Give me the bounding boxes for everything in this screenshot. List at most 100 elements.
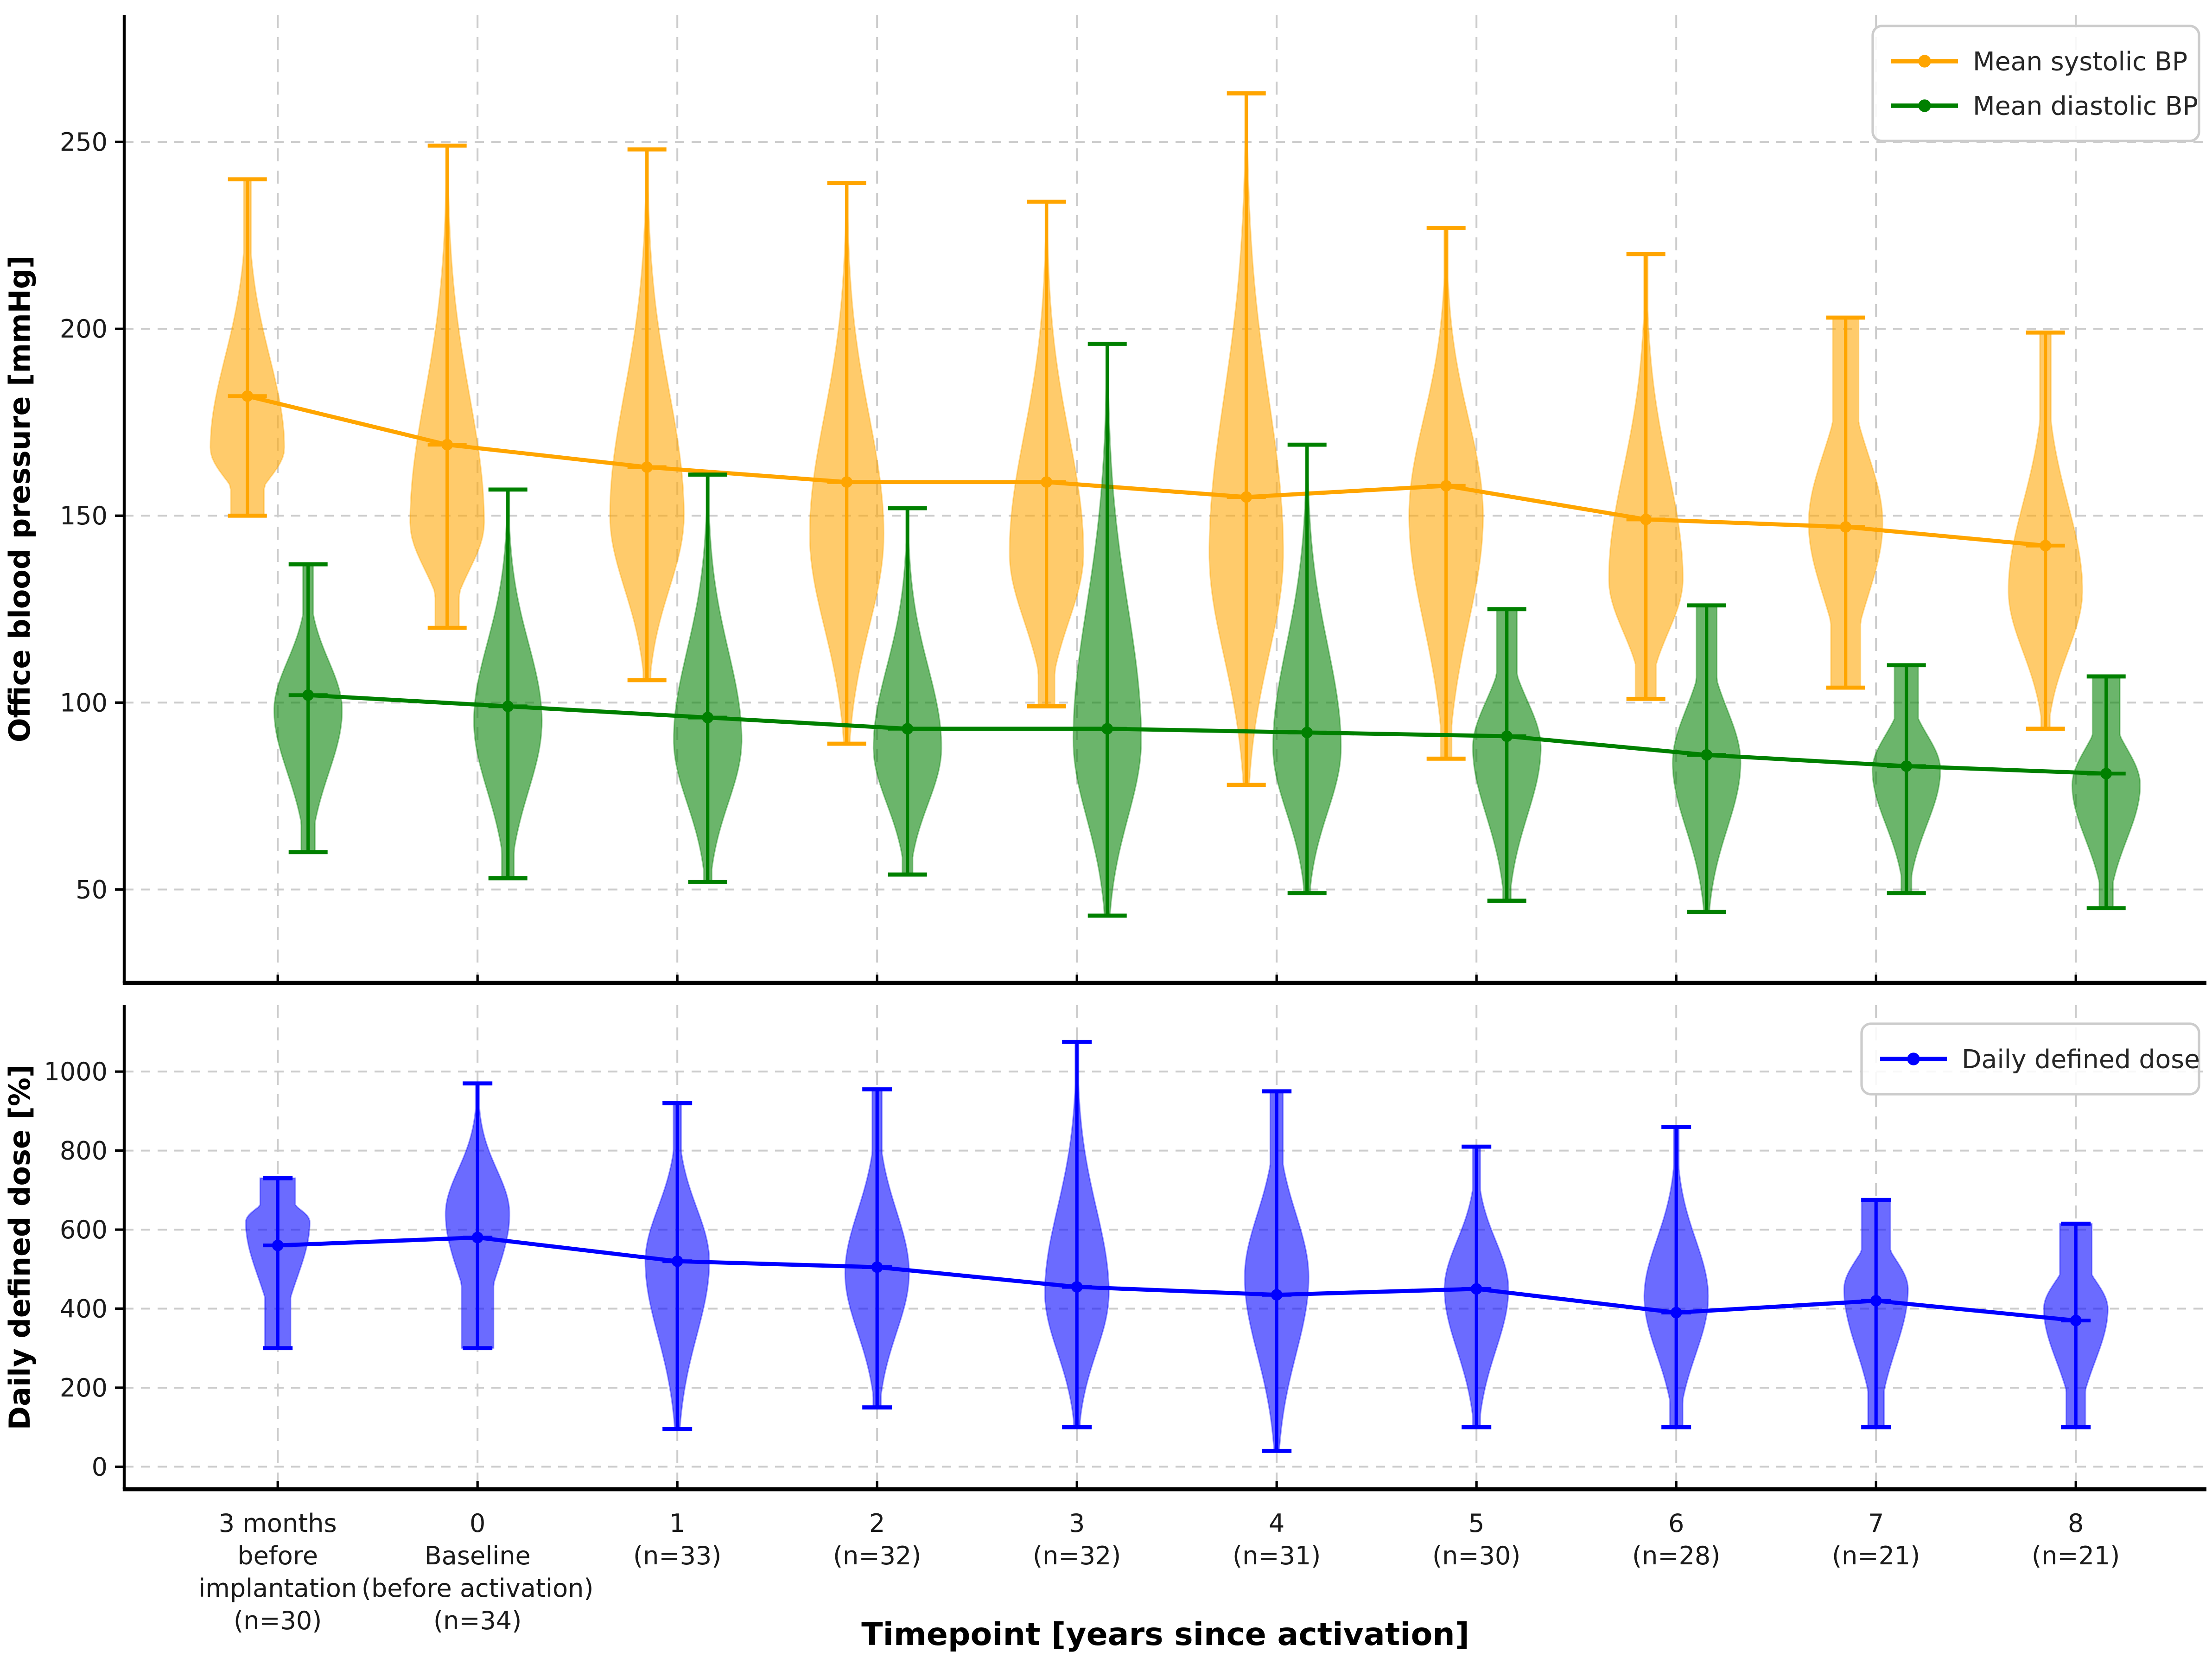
legend-sample-dot — [1907, 1052, 1920, 1065]
mean-dot — [441, 439, 453, 451]
x-axis-title: Timepoint [years since activation] — [861, 1616, 1469, 1653]
whisker — [888, 506, 927, 877]
mean-dot — [702, 712, 714, 724]
mean-dot — [2100, 768, 2112, 779]
mean-dot — [1640, 513, 1652, 525]
whisker — [688, 472, 727, 884]
mean-dot — [1271, 1289, 1283, 1301]
mean-dot — [1470, 1283, 1482, 1295]
legend-sample-dot — [1918, 99, 1931, 112]
bottom-spines — [122, 1005, 2206, 1492]
mean-dot — [871, 1261, 883, 1273]
mean-line — [245, 394, 2048, 548]
mean-dot — [1701, 749, 1713, 761]
y-tick-label: 400 — [60, 1294, 108, 1323]
whisker — [1087, 342, 1127, 918]
whisker — [827, 181, 866, 746]
whisker — [627, 147, 667, 682]
mean-dot — [2070, 1314, 2082, 1326]
mean-dot — [902, 723, 914, 735]
top-grid — [124, 15, 2206, 983]
x-tick-label: 1 (n=33) — [633, 1509, 721, 1570]
mean-dot — [272, 1239, 284, 1251]
y-tick-label: 1000 — [44, 1057, 108, 1086]
legend-label: Mean systolic BP — [1973, 47, 2187, 77]
mean-dot — [1901, 760, 1913, 772]
mean-dot — [471, 1231, 483, 1244]
whisker — [228, 177, 267, 518]
legend-box — [1871, 25, 2200, 142]
series-mean-systolic-bp — [210, 91, 2083, 787]
whisker — [2086, 674, 2126, 911]
x-tick-label: 0 Baseline (before activation) (n=34) — [362, 1509, 594, 1635]
x-tick-label: 5 (n=30) — [1432, 1509, 1520, 1570]
legend-label: Daily defined dose — [1962, 1045, 2200, 1074]
y-axis-title: Daily defined dose [%] — [3, 1065, 37, 1430]
y-tick-label: 50 — [76, 875, 108, 904]
mean-line — [306, 693, 2109, 776]
whisker — [1287, 442, 1327, 895]
whisker — [463, 1081, 493, 1351]
mean-dot — [1670, 1307, 1682, 1319]
mean-dot — [1440, 480, 1452, 492]
mean-dot — [1240, 491, 1252, 503]
legend-label: Mean diastolic BP — [1973, 91, 2198, 121]
mean-dot — [2040, 540, 2052, 552]
y-tick-label: 800 — [60, 1136, 108, 1166]
whisker — [1626, 252, 1665, 701]
y-tick-label: 200 — [60, 1373, 108, 1403]
top-panel: 50 100 150 200 250 Office blood pressure [mmH… — [3, 15, 2206, 985]
whisker — [488, 487, 528, 880]
y-tick-label: 0 — [92, 1452, 108, 1481]
x-tick-label: 7 (n=21) — [1832, 1509, 1920, 1570]
y-tick-label: 200 — [60, 314, 108, 344]
x-tick-label: 8 (n=21) — [2032, 1509, 2120, 1570]
whisker — [1887, 663, 1926, 895]
top-legend: Mean systolic BP Mean diastolic BP — [1871, 25, 2200, 142]
whisker — [1262, 1089, 1292, 1453]
bottom-ticks — [115, 1070, 2077, 1489]
whisker — [1487, 607, 1526, 903]
bottom-legend: Daily defined dose — [1860, 1022, 2200, 1096]
x-tick-label: 6 (n=28) — [1632, 1509, 1720, 1570]
mean-dot — [302, 689, 314, 701]
mean-dot — [1071, 1281, 1083, 1293]
mean-dot — [1870, 1295, 1882, 1307]
y-axis-title: Office blood pressure [mmHg] — [3, 255, 37, 742]
whisker — [427, 143, 467, 630]
y-tick-label: 150 — [60, 501, 108, 530]
whisker — [2026, 330, 2065, 731]
mean-dot — [242, 390, 254, 402]
top-ticks — [115, 140, 2077, 983]
x-tick-label: 3 (n=32) — [1033, 1509, 1121, 1570]
mean-dot — [502, 701, 514, 712]
whisker — [1027, 199, 1066, 708]
series-mean-diastolic-bp — [273, 342, 2141, 918]
whisker — [1826, 315, 1865, 690]
mean-dot — [1041, 476, 1053, 488]
series-daily-defined-dose — [245, 1039, 2109, 1453]
x-axis-labels: 3 months before implantation (n=30)0 Baselin… — [198, 1509, 2120, 1635]
top-spines — [122, 15, 2206, 985]
mean-dot — [1301, 727, 1313, 739]
x-tick-label: 3 months before implantation (n=30) — [198, 1509, 357, 1635]
x-tick-label: 2 (n=32) — [833, 1509, 921, 1570]
mean-dot — [671, 1255, 683, 1267]
whisker — [288, 562, 328, 855]
mean-dot — [841, 476, 853, 488]
mean-dot — [1501, 730, 1513, 742]
legend-sample-dot — [1918, 55, 1931, 68]
legend-box — [1860, 1022, 2200, 1096]
mean-dot — [641, 461, 653, 473]
whisker — [263, 1176, 293, 1351]
whisker — [1661, 1125, 1691, 1429]
whisker — [862, 1087, 892, 1409]
whisker — [1861, 1198, 1891, 1429]
x-tick-label: 4 (n=31) — [1233, 1509, 1321, 1570]
whisker — [1227, 91, 1266, 787]
mean-dot — [1840, 521, 1852, 533]
y-tick-label: 250 — [60, 128, 108, 157]
